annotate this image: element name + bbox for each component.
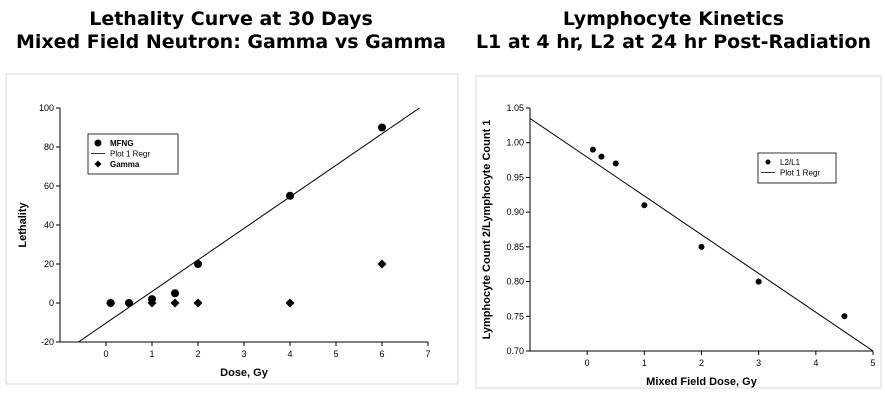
chart-2-y-tick-label: 0.85	[506, 242, 524, 252]
chart-2-subtitle: L1 at 4 hr, L2 at 24 hr Post-Radiation	[475, 31, 872, 53]
chart-1-panel-border	[5, 73, 459, 385]
chart-1-point-gamma	[285, 298, 295, 308]
chart-2-point-l2-l1	[755, 278, 762, 285]
chart-1-y-tick-label: 20	[44, 259, 54, 269]
chart-2-point-l2-l1	[598, 153, 605, 160]
chart-2-y-tick-label: 0.80	[506, 277, 524, 287]
chart-1-point-mfng	[378, 123, 386, 132]
chart-1-regression-line	[78, 108, 421, 342]
chart-1-x-tick-label: 7	[425, 349, 430, 359]
chart-2-point-l2-l1	[698, 243, 705, 250]
chart-1-x-axis-title: Dose, Gy	[220, 367, 269, 379]
chart-2-legend-box	[757, 152, 837, 184]
chart-1-legend-marker	[94, 160, 102, 168]
chart-2-point-l2-l1	[641, 202, 648, 209]
chart-1-legend-label: MFNG	[110, 139, 134, 148]
chart-2-point-l2-l1	[612, 160, 619, 167]
chart-1-point-gamma	[193, 298, 203, 308]
chart-1-point-mfng	[171, 289, 179, 298]
chart-1-y-tick-label: -20	[41, 337, 54, 347]
chart-2-x-tick-label: 2	[699, 358, 704, 368]
chart-1-y-tick-label: 60	[44, 181, 54, 191]
chart-2-x-tick-label: 0	[585, 358, 590, 368]
chart-2-legend: L2/L1 Plot 1 Regr	[757, 152, 837, 184]
chart-2-x-tick-label: 4	[813, 358, 818, 368]
chart-1-y-axis-title: Lethality	[17, 202, 29, 248]
chart-1-y-tick-label: 0	[49, 298, 54, 308]
chart-2-y-tick-label: 1.00	[506, 138, 524, 148]
chart-2-x-axis-title: Mixed Field Dose, Gy	[646, 376, 758, 388]
chart-1-x-tick-label: 0	[103, 349, 108, 359]
chart-2-y-tick-label: 0.75	[506, 311, 524, 321]
chart-1-legend-box	[87, 133, 179, 175]
chart-2-y-tick-label: 0.90	[506, 207, 524, 217]
chart-1-legend-label: Gamma	[110, 160, 140, 169]
chart-1-y-tick-label: 40	[44, 220, 54, 230]
chart-1-point-mfng	[125, 299, 133, 307]
chart-1-subtitle: Mixed Field Neutron: Gamma vs Gamma	[15, 31, 447, 53]
chart-1-legend-marker	[94, 139, 102, 147]
chart-2-panel-border	[475, 75, 882, 389]
chart-2-legend-label: Plot 1 Regr	[780, 169, 820, 178]
chart-1-x-tick-label: 1	[149, 349, 154, 359]
chart-1-x-tick-label: 6	[379, 349, 384, 359]
chart-1-x-tick-label: 3	[241, 349, 246, 359]
chart-2-x-tick-label: 3	[756, 358, 761, 368]
chart-1-title-block: Lethality Curve at 30 Days Mixed Field N…	[0, 8, 462, 54]
chart-2-axes	[529, 108, 873, 352]
chart-1-x-tick-label: 5	[333, 349, 338, 359]
chart-1-title: Lethality Curve at 30 Days	[89, 8, 373, 30]
chart-2-title-block: Lymphocyte Kinetics L1 at 4 hr, L2 at 24…	[462, 8, 885, 54]
chart-2-legend-label: L2/L1	[780, 158, 801, 167]
chart-2-plot: 0 1 2 3 4 5 0.70 0.75 0.80 0.85 0.90 0.95 1.00 1.05 Mi…	[481, 103, 876, 388]
chart-2-y-axis-title: Lymphocyte Count 2/Lymphocyte Count 1	[481, 120, 493, 340]
chart-2-legend-marker	[765, 159, 771, 165]
chart-1-point-gamma	[147, 298, 157, 308]
chart-2-regression-line	[530, 118, 873, 351]
chart-2-y-tick-label: 1.05	[506, 103, 524, 113]
chart-2-point-l2-l1	[589, 146, 596, 153]
chart-2-y-tick-label: 0.95	[506, 172, 524, 182]
chart-2-x-tick-label: 5	[870, 358, 875, 368]
chart-1-plot: 0 1 2 3 4 5 6 7 -20 0 20 40 60 80 100 Dose, Gy Lethality…	[17, 103, 431, 379]
chart-1-x-tick-label: 4	[287, 349, 292, 359]
chart-2-y-tick-label: 0.70	[506, 346, 524, 356]
chart-2-title: Lymphocyte Kinetics	[562, 8, 785, 30]
chart-1-x-tick-label: 2	[195, 349, 200, 359]
chart-1-legend-label: Plot 1 Regr	[110, 150, 150, 159]
chart-2-x-tick-label: 1	[642, 358, 647, 368]
chart-1-point-gamma	[377, 259, 387, 269]
chart-1-y-tick-label: 80	[44, 142, 54, 152]
chart-1-point-gamma	[170, 298, 180, 308]
chart-1-y-tick-label: 100	[39, 103, 54, 113]
chart-2-point-l2-l1	[841, 313, 848, 320]
chart-1-point-mfng	[194, 260, 202, 268]
chart-1-point-gamma	[106, 298, 116, 308]
